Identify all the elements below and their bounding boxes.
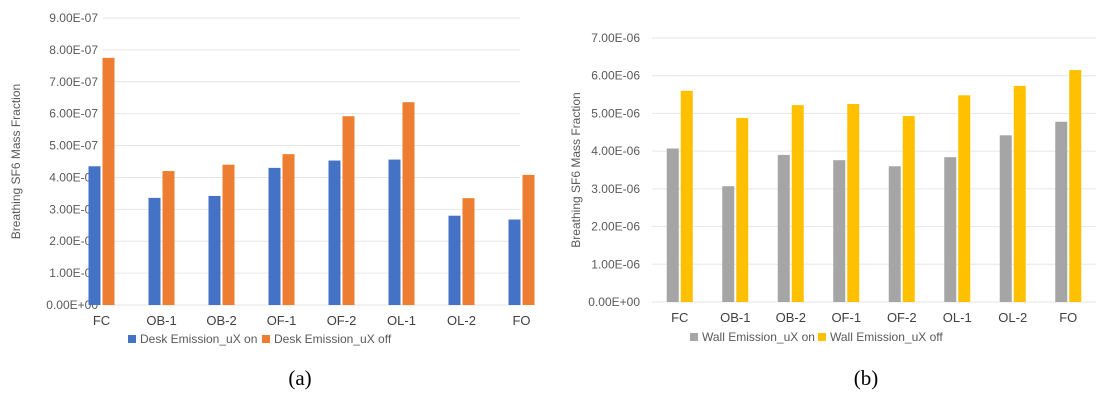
bar [342,116,355,306]
y-tick-label: 9.00E-07 [49,11,98,25]
bar [777,154,790,302]
legend-swatch [818,333,826,341]
bar [791,105,804,302]
bar [1013,85,1026,302]
bar [944,157,957,302]
bar [1055,121,1068,303]
y-tick-label: 7.00E-07 [49,75,98,89]
legend-entry: Wall Emission_uX on [702,330,815,344]
bar [736,117,749,302]
bar [722,186,735,302]
bar [148,197,161,305]
x-tick-label: OF-1 [831,310,861,325]
bar [999,135,1012,302]
bar [958,95,971,302]
y-tick-label: 4.00E-07 [49,170,98,184]
x-tick-label: OL-2 [447,313,476,328]
chart-panel-b: 0.00E+00 1.00E-06 2.00E-06 3.00E-06 4.00E-06… [569,31,1096,390]
bar [88,166,101,305]
bar [208,195,221,305]
x-tick-label: OL-2 [998,310,1027,325]
y-tick-label: 3.00E-07 [49,202,98,216]
bar [522,174,535,305]
bar [402,102,415,305]
x-tick-label: OL-1 [387,313,416,328]
bar [222,164,235,305]
x-tick-label: OB-1 [720,310,750,325]
panel-label: (b) [854,366,879,390]
y-tick-label: 0.00E+00 [46,298,98,312]
x-tick-label: OF-2 [887,310,917,325]
legend-entry: Wall Emission_uX off [830,330,943,344]
y-tick-label: 1.00E-06 [591,257,640,271]
bar [833,160,846,302]
x-tick-label: OB-2 [206,313,236,328]
bar [268,167,281,305]
x-tick-label: OF-1 [267,313,297,328]
bar [680,90,693,302]
x-tick-label: FO [1059,310,1077,325]
y-tick-label: 4.00E-06 [591,144,640,158]
legend-entry: Desk Emission_uX on [140,332,257,346]
y-tick-label: 6.00E-07 [49,107,98,121]
bar [388,159,401,305]
y-axis-label: Breathing SF6 Mass Fraction [9,84,23,239]
bar [902,116,915,302]
bar [888,166,901,302]
x-tick-label: FO [512,313,530,328]
bar [162,171,175,305]
legend-swatch [128,335,136,343]
y-tick-label: 8.00E-07 [49,43,98,57]
panel-label: (a) [288,366,311,390]
bar [508,219,521,305]
y-tick-label: 5.00E-06 [591,106,640,120]
x-tick-label: OB-1 [146,313,176,328]
y-tick-label: 6.00E-06 [591,69,640,83]
legend-swatch [690,333,698,341]
legend-swatch [262,335,270,343]
bar [282,154,295,305]
y-tick-label: 2.00E-06 [591,220,640,234]
bar [102,57,115,305]
x-tick-label: FC [93,313,110,328]
x-tick-label: OB-2 [776,310,806,325]
y-tick-label: 2.00E-07 [49,234,98,248]
y-axis-label: Breathing SF6 Mass Fraction [569,92,583,247]
x-tick-label: FC [671,310,688,325]
y-tick-label: 7.00E-06 [591,31,640,45]
bar [1069,70,1082,302]
y-tick-label: 5.00E-07 [49,139,98,153]
bar [448,215,461,305]
x-tick-label: OF-2 [327,313,357,328]
chart-panel-a: 0.00E+00 1.00E-07 2.00E-07 3.00E-07 4.00E-07… [9,11,535,390]
bar [328,160,341,305]
y-tick-label: 1.00E-07 [49,266,98,280]
bar [847,104,860,302]
y-tick-label: 3.00E-06 [591,182,640,196]
bar [666,148,679,302]
y-tick-label: 0.00E+00 [588,295,640,309]
x-tick-label: OL-1 [943,310,972,325]
legend-entry: Desk Emission_uX off [274,332,392,346]
bar [462,198,475,305]
